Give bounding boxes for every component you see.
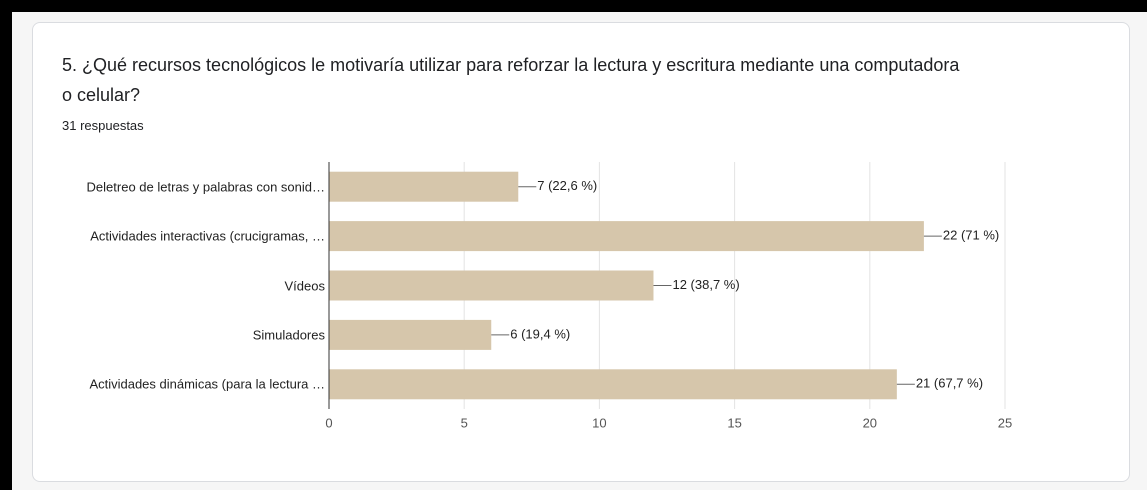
value-label: 12 (38,7 %) bbox=[672, 277, 739, 292]
x-tick-label: 10 bbox=[592, 415, 606, 430]
x-tick-label: 15 bbox=[727, 415, 741, 430]
card bbox=[32, 22, 1130, 482]
bar bbox=[329, 369, 897, 400]
category-label: Deletreo de letras y palabras con sonid… bbox=[86, 179, 325, 195]
x-tick-label: 20 bbox=[863, 415, 877, 430]
x-tick-label: 0 bbox=[325, 415, 332, 430]
response-count: 31 respuestas bbox=[62, 118, 144, 133]
black-border bbox=[0, 0, 12, 490]
value-label: 7 (22,6 %) bbox=[537, 178, 597, 193]
x-tick-label: 25 bbox=[998, 415, 1012, 430]
value-label: 22 (71 %) bbox=[943, 228, 999, 243]
black-border bbox=[0, 0, 1147, 12]
x-tick-label: 5 bbox=[461, 415, 468, 430]
bar bbox=[329, 319, 492, 350]
category-label: Vídeos bbox=[284, 278, 325, 293]
category-label: Actividades dinámicas (para la lectura … bbox=[89, 376, 325, 392]
bar bbox=[329, 171, 519, 202]
category-label: Actividades interactivas (crucigramas, … bbox=[90, 228, 325, 244]
category-label: Simuladores bbox=[252, 327, 325, 343]
bar bbox=[329, 221, 924, 252]
bar bbox=[329, 270, 654, 301]
chart-title: 5. ¿Qué recursos tecnológicos le motivar… bbox=[62, 55, 960, 105]
value-label: 21 (67,7 %) bbox=[916, 376, 983, 391]
value-label: 6 (19,4 %) bbox=[510, 326, 570, 341]
